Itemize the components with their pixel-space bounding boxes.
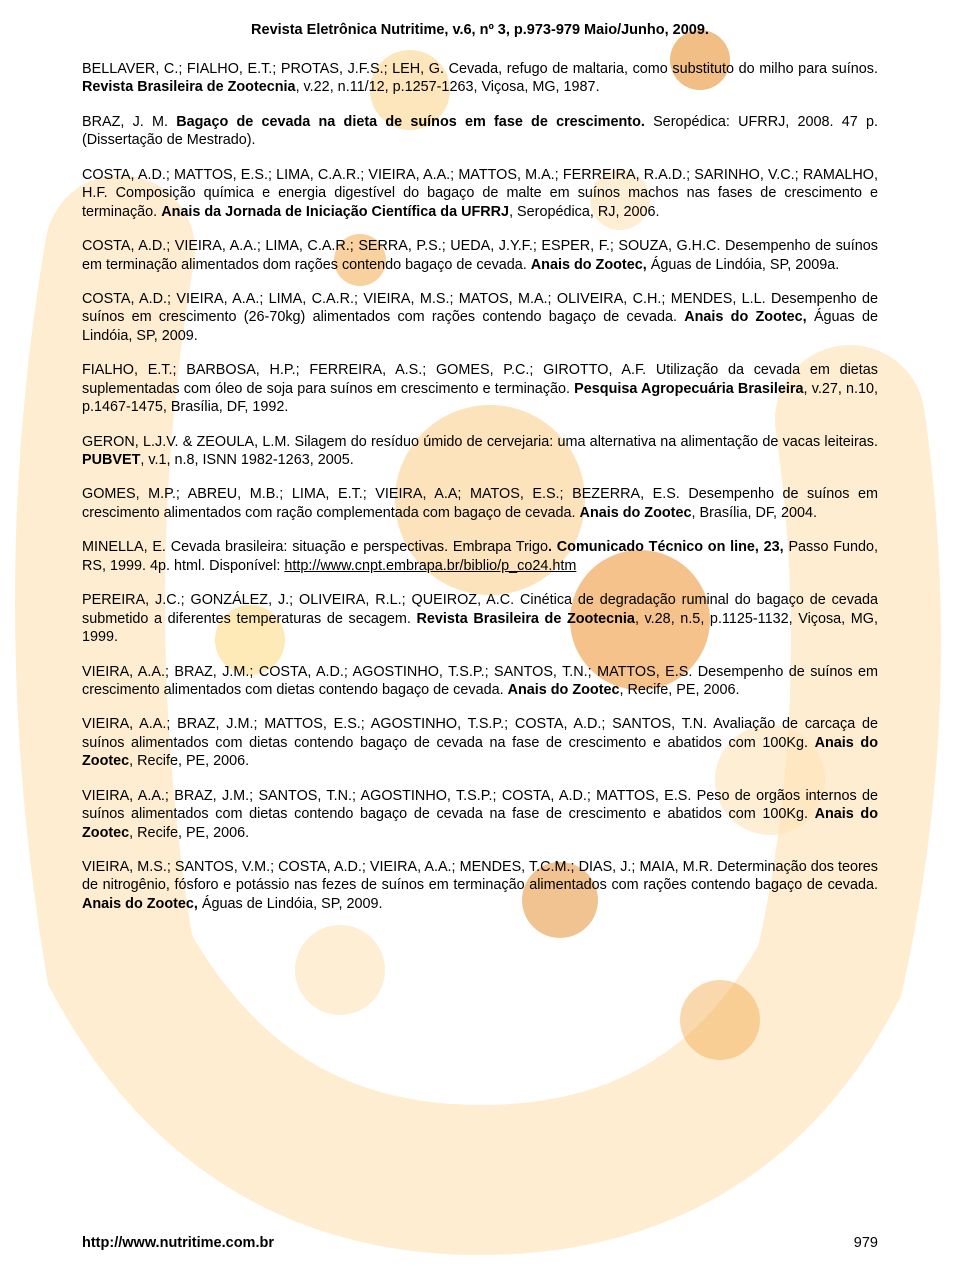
page-number: 979 — [854, 1235, 878, 1251]
reference-entry: GERON, L.J.V. & ZEOULA, L.M. Silagem do … — [82, 433, 878, 470]
reference-entry: VIEIRA, A.A.; BRAZ, J.M.; MATTOS, E.S.; … — [82, 715, 878, 770]
reference-entry: FIALHO, E.T.; BARBOSA, H.P.; FERREIRA, A… — [82, 361, 878, 416]
reference-entry: VIEIRA, A.A.; BRAZ, J.M.; SANTOS, T.N.; … — [82, 787, 878, 842]
reference-entry: GOMES, M.P.; ABREU, M.B.; LIMA, E.T.; VI… — [82, 485, 878, 522]
reference-entry: PEREIRA, J.C.; GONZÁLEZ, J.; OLIVEIRA, R… — [82, 591, 878, 646]
footer-url: http://www.nutritime.com.br — [82, 1235, 274, 1251]
reference-entry: COSTA, A.D.; VIEIRA, A.A.; LIMA, C.A.R.;… — [82, 290, 878, 345]
references-list: BELLAVER, C.; FIALHO, E.T.; PROTAS, J.F.… — [82, 60, 878, 913]
page-content: Revista Eletrônica Nutritime, v.6, nº 3,… — [0, 0, 960, 951]
reference-entry: VIEIRA, A.A.; BRAZ, J.M.; COSTA, A.D.; A… — [82, 663, 878, 700]
reference-entry: COSTA, A.D.; VIEIRA, A.A.; LIMA, C.A.R.;… — [82, 237, 878, 274]
page-footer: http://www.nutritime.com.br 979 — [82, 1235, 878, 1251]
reference-entry: BRAZ, J. M. Bagaço de cevada na dieta de… — [82, 113, 878, 150]
reference-entry: COSTA, A.D.; MATTOS, E.S.; LIMA, C.A.R.;… — [82, 166, 878, 221]
reference-entry: MINELLA, E. Cevada brasileira: situação … — [82, 538, 878, 575]
reference-entry: BELLAVER, C.; FIALHO, E.T.; PROTAS, J.F.… — [82, 60, 878, 97]
page-header: Revista Eletrônica Nutritime, v.6, nº 3,… — [82, 22, 878, 38]
reference-entry: VIEIRA, M.S.; SANTOS, V.M.; COSTA, A.D.;… — [82, 858, 878, 913]
